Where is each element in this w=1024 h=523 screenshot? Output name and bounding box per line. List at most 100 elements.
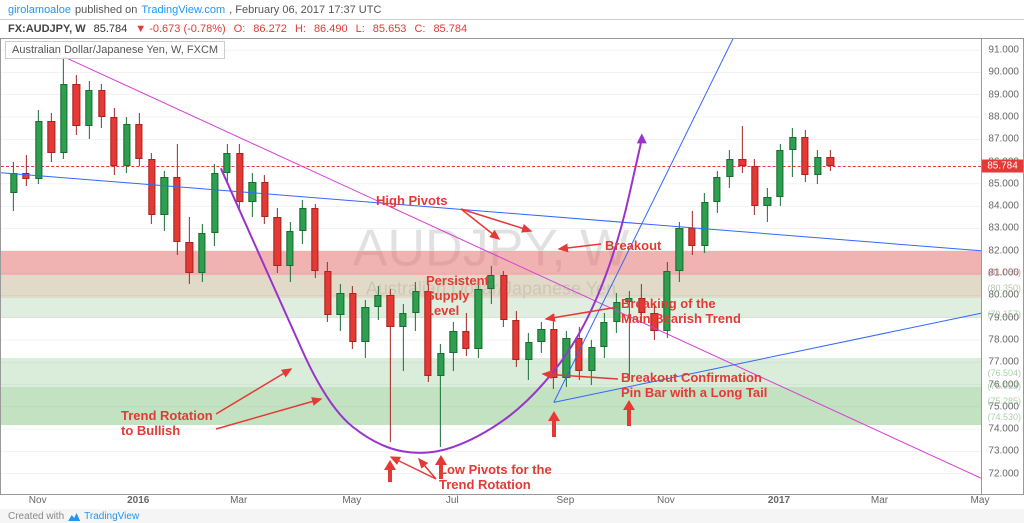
candle [261, 39, 268, 494]
annotation-label: Breaking of theMain Bearish Trend [621, 297, 741, 327]
candle [776, 39, 783, 494]
y-tick: 73.000 [988, 446, 1019, 457]
annotation-label: Breakout ConfirmationPin Bar with a Long… [621, 371, 767, 401]
open-label: O: [234, 23, 246, 35]
candle [85, 39, 92, 494]
open-val: 86.272 [253, 23, 287, 35]
level-tag: (74.530) [987, 412, 1021, 422]
change: ▼ -0.673 (-0.78%) [135, 23, 225, 35]
candle [751, 39, 758, 494]
candle [349, 39, 356, 494]
chart-area[interactable]: Australian Dollar/Japanese Yen, W, FXCM … [0, 38, 982, 495]
y-tick: 88.000 [988, 112, 1019, 123]
candle [563, 39, 570, 494]
y-tick: 87.000 [988, 134, 1019, 145]
candle [714, 39, 721, 494]
username[interactable]: girolamoaloe [8, 4, 71, 16]
candle [425, 39, 432, 494]
candle [663, 39, 670, 494]
symbol-info-bar: FX:AUDJPY, W 85.784 ▼ -0.673 (-0.78%) O:… [0, 20, 1024, 38]
up-arrow-icon [623, 400, 635, 426]
annotation-label: Low Pivots for theTrend Rotation [439, 463, 552, 493]
candle [701, 39, 708, 494]
candle [286, 39, 293, 494]
footer-text: Created with [8, 511, 64, 522]
x-tick: Jul [446, 495, 459, 506]
candle [73, 39, 80, 494]
candle [538, 39, 545, 494]
tradingview-logo-icon [68, 511, 80, 521]
candle [475, 39, 482, 494]
candle [739, 39, 746, 494]
candle [274, 39, 281, 494]
y-tick: 85.000 [988, 178, 1019, 189]
y-tick: 74.000 [988, 424, 1019, 435]
candle [110, 39, 117, 494]
y-tick: 84.000 [988, 201, 1019, 212]
y-tick: 82.000 [988, 245, 1019, 256]
level-tag: (75.953) [987, 381, 1021, 391]
candle [827, 39, 834, 494]
candle [450, 39, 457, 494]
x-tick: Nov [657, 495, 675, 506]
y-tick: 91.000 [988, 45, 1019, 56]
candle [387, 39, 394, 494]
publish-date: , February 06, 2017 17:37 UTC [229, 4, 381, 16]
level-tag: (79.157) [987, 309, 1021, 319]
x-tick: Mar [871, 495, 888, 506]
publish-header: girolamoaloe published on TradingView.co… [0, 0, 1024, 20]
candle [613, 39, 620, 494]
candle [676, 39, 683, 494]
high-label: H: [295, 23, 306, 35]
candle [600, 39, 607, 494]
candle [236, 39, 243, 494]
candle [10, 39, 17, 494]
level-tag: (75.285) [987, 396, 1021, 406]
symbol: FX:AUDJPY, W [8, 23, 86, 35]
level-tag: (76.504) [987, 368, 1021, 378]
candle [374, 39, 381, 494]
chart-title: Australian Dollar/Japanese Yen, W, FXCM [5, 41, 225, 59]
y-tick: 72.000 [988, 468, 1019, 479]
annotation-label: Trend Rotationto Bullish [121, 409, 213, 439]
x-tick: May [971, 495, 990, 506]
candle [575, 39, 582, 494]
candle [588, 39, 595, 494]
candle [249, 39, 256, 494]
low-val: 85.653 [373, 23, 407, 35]
annotation-label: High Pivots [376, 194, 448, 209]
candle [651, 39, 658, 494]
high-val: 86.490 [314, 23, 348, 35]
candle [487, 39, 494, 494]
candle [311, 39, 318, 494]
y-tick: 83.000 [988, 223, 1019, 234]
y-tick: 89.000 [988, 89, 1019, 100]
candle [789, 39, 796, 494]
price-tag: 85.784 [982, 160, 1023, 173]
candle [525, 39, 532, 494]
candle [35, 39, 42, 494]
annotation-label: Breakout [605, 239, 661, 254]
candle [764, 39, 771, 494]
candle [688, 39, 695, 494]
close-label: C: [414, 23, 425, 35]
level-tag: (80.350) [987, 283, 1021, 293]
y-tick: 77.000 [988, 357, 1019, 368]
level-tag: (81.055) [987, 267, 1021, 277]
low-label: L: [356, 23, 365, 35]
candle [814, 39, 821, 494]
source-link[interactable]: TradingView.com [141, 4, 225, 16]
candle [801, 39, 808, 494]
x-tick: May [342, 495, 361, 506]
x-tick: 2017 [768, 495, 790, 506]
footer-brand[interactable]: TradingView [84, 511, 139, 522]
x-tick: Sep [556, 495, 574, 506]
up-arrow-icon [384, 460, 396, 482]
candle [60, 39, 67, 494]
candle [462, 39, 469, 494]
candle [638, 39, 645, 494]
candle [437, 39, 444, 494]
published-label: published on [75, 4, 137, 16]
candle [324, 39, 331, 494]
candle [48, 39, 55, 494]
